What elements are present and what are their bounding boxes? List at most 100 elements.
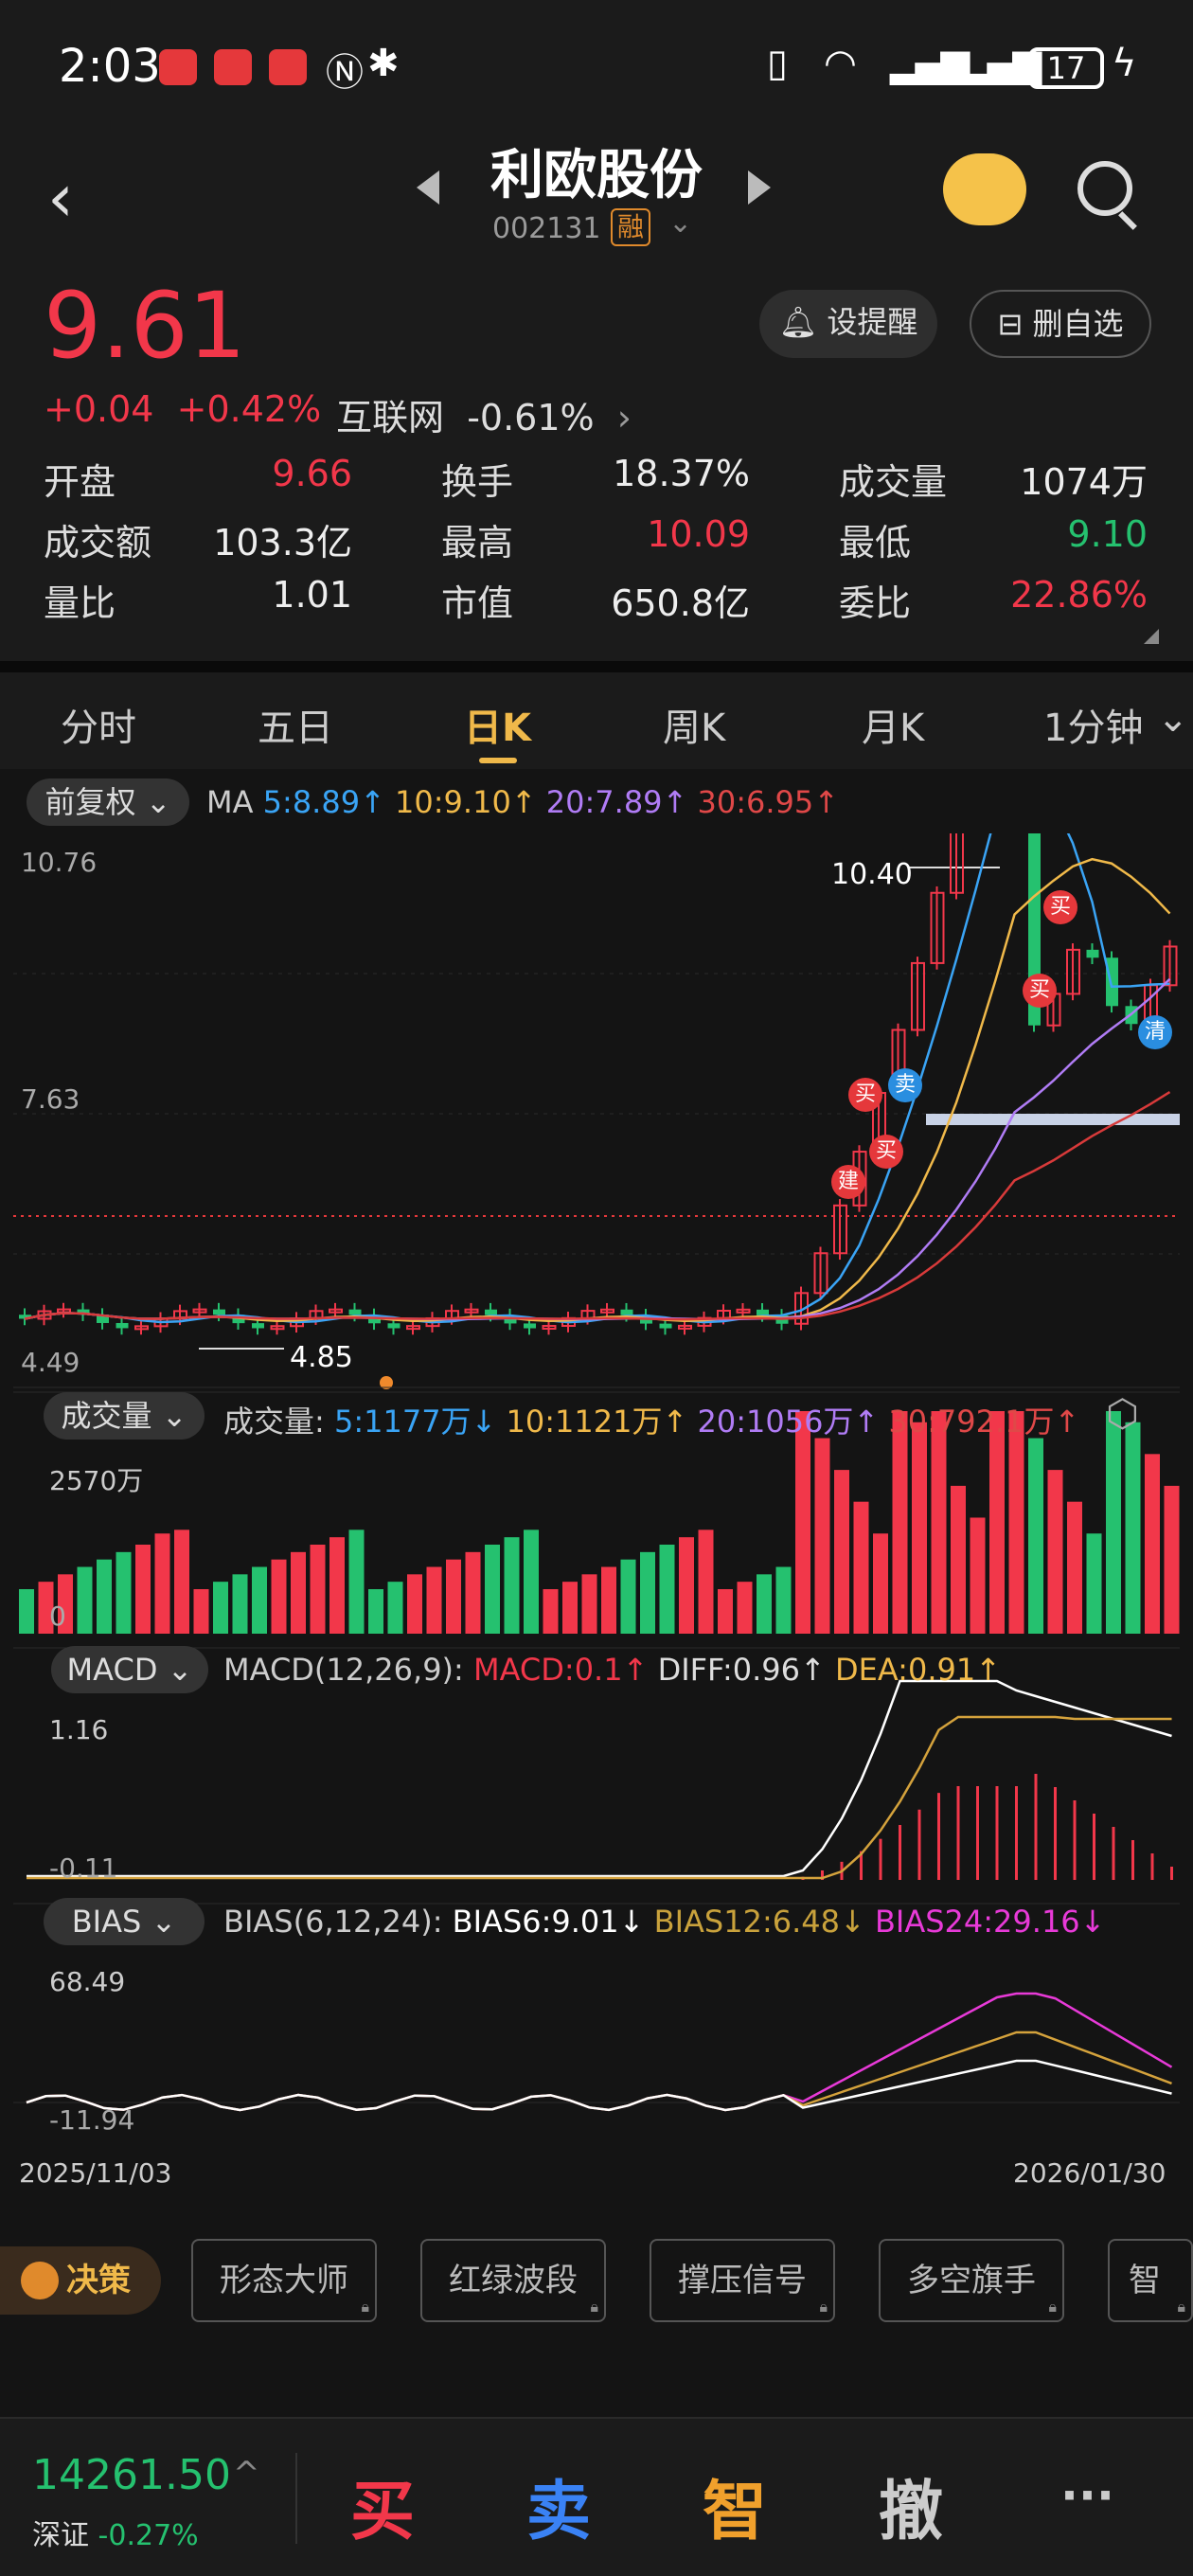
quote-label: 成交量 — [839, 461, 948, 503]
back-icon[interactable]: ‹ — [47, 159, 74, 237]
active-tab-indicator — [479, 758, 517, 763]
volume-bar — [213, 1582, 228, 1634]
next-stock-icon[interactable] — [748, 170, 771, 205]
settings-hex-icon[interactable]: ⬡ — [1106, 1392, 1139, 1436]
tab-2[interactable]: 日K — [464, 707, 531, 750]
candle-body — [600, 1308, 614, 1314]
bias-y-top: 68.49 — [49, 1966, 126, 1997]
prev-stock-icon[interactable] — [417, 170, 439, 205]
tool-label: 撑压信号 — [678, 2262, 807, 2299]
trade-signal-marker[interactable]: 建 — [831, 1165, 865, 1199]
macd-dropdown[interactable]: MACD ⌄ — [51, 1646, 208, 1693]
lock-icon: 🔒︎ — [819, 2298, 828, 2316]
volume-dropdown[interactable]: 成交量 ⌄ — [44, 1392, 205, 1440]
volume-bar — [38, 1582, 54, 1634]
trade-signal-marker[interactable]: 买 — [1023, 974, 1057, 1008]
tool-button[interactable]: 撑压信号 🔒︎ — [650, 2239, 835, 2322]
candle-body — [406, 1325, 420, 1331]
macd-value: MACD:0.1↑ — [472, 1652, 649, 1688]
low-marker: 4.85 — [290, 1341, 353, 1374]
volume-bar — [368, 1589, 383, 1634]
volume-bar — [1106, 1411, 1121, 1634]
bluetooth-icon: ✱ — [367, 42, 400, 85]
trade-signal-marker[interactable]: 买 — [848, 1078, 882, 1112]
tab-5[interactable]: 1分钟 — [1043, 707, 1144, 750]
macd-legend: MACD(12,26,9): MACD:0.1↑ DIFF:0.96↑ DEA:… — [223, 1652, 1001, 1688]
volume-bar — [1047, 1470, 1063, 1634]
tab-1[interactable]: 五日 — [258, 707, 333, 750]
chevron-down-icon[interactable]: ⌄ — [668, 206, 693, 240]
candle-body — [192, 1308, 207, 1314]
macd-y-bottom: -0.11 — [49, 1852, 118, 1884]
search-icon[interactable] — [1077, 161, 1132, 216]
huawei-app-icon — [159, 49, 197, 85]
bias-dropdown[interactable]: BIAS ⌄ — [44, 1898, 205, 1945]
sell-button[interactable]: 卖 — [526, 2475, 592, 2549]
index-value[interactable]: 14261.50 — [32, 2451, 231, 2499]
trade-signal-marker[interactable]: 买 — [1043, 890, 1077, 924]
quote-value: 650.8亿 — [611, 582, 750, 624]
volume-bar — [562, 1582, 578, 1634]
change-pct: +0.42% — [176, 388, 322, 430]
smart-button[interactable]: 智 — [703, 2475, 768, 2549]
tool-button[interactable]: 多空旗手 🔒︎ — [879, 2239, 1064, 2322]
quote-label: 开盘 — [44, 461, 116, 503]
volume-bar — [912, 1422, 927, 1634]
trade-signal-marker[interactable]: 清 — [1138, 1015, 1172, 1049]
candle-body — [368, 1315, 381, 1324]
trade-signal-marker[interactable]: 卖 — [888, 1068, 922, 1102]
bias24-line — [26, 1992, 1173, 2112]
tool-button[interactable]: 红绿波段 🔒︎ — [420, 2239, 606, 2322]
signal-icon: ▂▄▆ — [890, 42, 970, 85]
set-alert-button[interactable]: 🔔︎ 设提醒 — [759, 290, 937, 358]
quote-label: 成交额 — [44, 522, 152, 564]
volume-bar — [524, 1530, 539, 1634]
volume-bar — [329, 1537, 345, 1634]
chevron-up-icon[interactable]: ^ — [233, 2455, 260, 2493]
more-button[interactable]: ··· — [1060, 2468, 1114, 2523]
index-name: 深证 — [32, 2519, 89, 2552]
support-band — [926, 1114, 1180, 1125]
candle-body — [736, 1308, 751, 1314]
tab-0[interactable]: 分时 — [61, 707, 136, 750]
change-value: +0.04 — [44, 388, 154, 430]
current-price: 9.61 — [44, 273, 246, 379]
expand-corner-icon[interactable] — [1144, 629, 1159, 644]
tab-4[interactable]: 月K — [862, 707, 925, 750]
tool-button[interactable]: 形态大师 🔒︎ — [191, 2239, 377, 2322]
status-bar — [0, 0, 1193, 133]
signal-icon: ▂▄▆ — [962, 42, 1042, 85]
quote-value: 18.37% — [613, 453, 750, 494]
volume-bar — [310, 1545, 326, 1634]
volume-bar — [504, 1537, 520, 1634]
buy-button[interactable]: 买 — [350, 2475, 416, 2549]
macd-y-top: 1.16 — [49, 1714, 109, 1745]
date-start: 2025/11/03 — [19, 2157, 172, 2189]
stock-charts-svg[interactable] — [0, 833, 1193, 2169]
tool-button[interactable]: 智能 🔒︎ — [1108, 2239, 1193, 2322]
adjust-dropdown[interactable]: 前复权 ⌄ — [27, 778, 189, 826]
candle-body — [134, 1325, 149, 1331]
sector-link[interactable]: 互联网 -0.61% › — [336, 388, 632, 440]
volume-bar — [931, 1411, 947, 1634]
volume-bar — [757, 1574, 772, 1634]
cancel-button[interactable]: 撤 — [879, 2475, 944, 2549]
index-info: 深证 -0.27% — [32, 2512, 199, 2553]
volume-bar — [853, 1501, 869, 1634]
trade-signal-marker[interactable]: 买 — [869, 1135, 903, 1169]
remove-watchlist-button[interactable]: ⊟ 删自选 — [970, 290, 1151, 358]
candle-body — [930, 891, 945, 964]
mascot-icon[interactable] — [943, 153, 1026, 225]
bias-legend: BIAS(6,12,24): BIAS6:9.01↓ BIAS12:6.48↓ … — [223, 1904, 1105, 1940]
quote-value: 9.66 — [272, 453, 352, 494]
dea-value: DEA:0.91↑ — [834, 1652, 1002, 1688]
tab-3[interactable]: 周K — [663, 707, 726, 750]
candle-body — [387, 1323, 401, 1329]
chevron-down-icon[interactable]: ⌄ — [1157, 697, 1189, 741]
candle-body — [678, 1324, 692, 1330]
volume-bar — [1125, 1422, 1141, 1634]
volume-bar — [543, 1589, 559, 1634]
volume-legend: 成交量: 5:1177万↓ 10:1121万↑ 20:1056万↑ 30:792… — [223, 1398, 1079, 1441]
candle-body — [542, 1325, 557, 1331]
set-alert-label: 设提醒 — [827, 304, 918, 340]
